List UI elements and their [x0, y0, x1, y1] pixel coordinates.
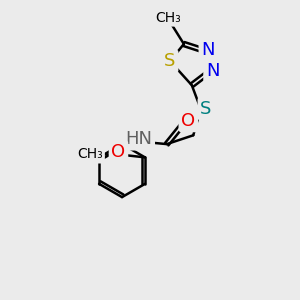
Text: CH₃: CH₃ [77, 147, 103, 161]
Text: CH₃: CH₃ [155, 11, 181, 25]
Text: N: N [206, 62, 220, 80]
Text: S: S [200, 100, 211, 118]
Text: O: O [181, 112, 195, 130]
Text: HN: HN [125, 130, 152, 148]
Text: S: S [164, 52, 176, 70]
Text: N: N [201, 41, 215, 59]
Text: O: O [111, 143, 125, 161]
